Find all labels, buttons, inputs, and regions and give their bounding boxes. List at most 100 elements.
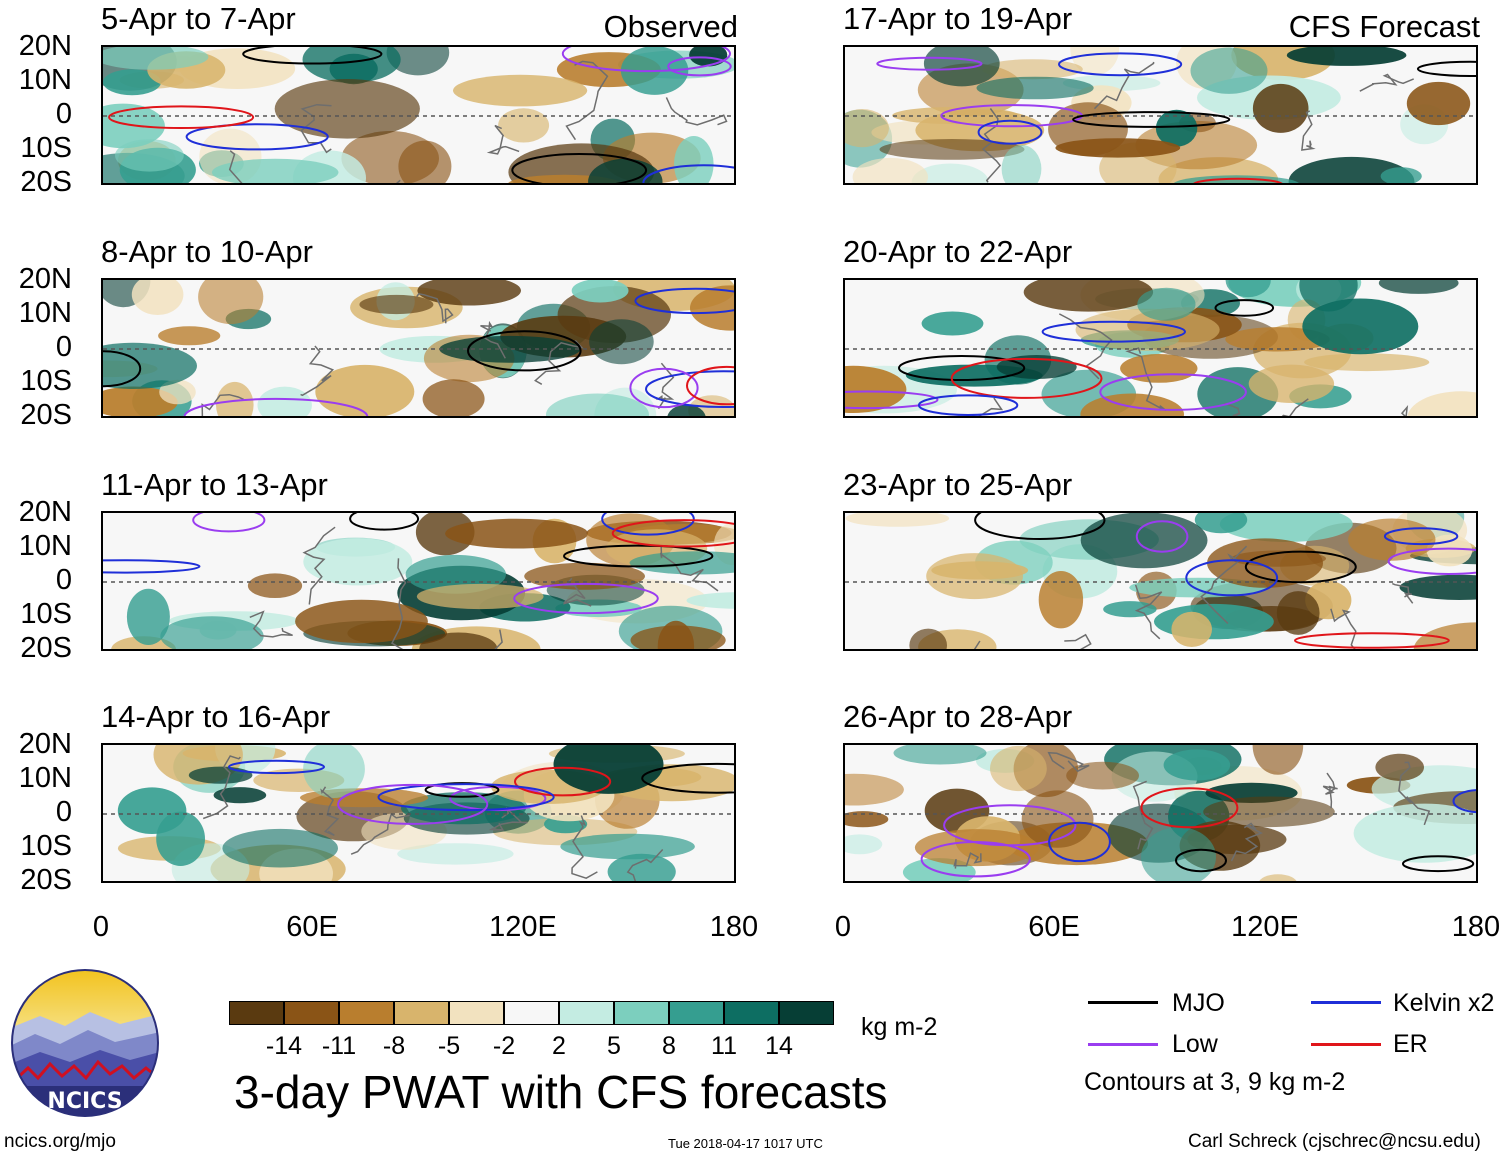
- anomaly-region: [1023, 280, 1154, 312]
- lat-tick-label: 10S: [20, 598, 72, 630]
- coastline: [655, 362, 675, 410]
- map-panel: [843, 45, 1478, 185]
- wave-contour: [185, 123, 329, 151]
- wave-contour: [667, 56, 732, 77]
- anomaly-region: [1378, 280, 1459, 294]
- panel-title: 11-Apr to 13-Apr: [101, 467, 328, 502]
- coastline: [1134, 584, 1163, 640]
- wave-contour: [1041, 320, 1186, 343]
- wave-contour: [629, 367, 699, 409]
- anomaly-region: [359, 294, 434, 315]
- anomaly-region: [131, 280, 184, 315]
- wave-contour: [974, 513, 1106, 540]
- wave-contour: [1294, 632, 1450, 649]
- lat-tick-label: 20S: [20, 399, 72, 431]
- coastline: [1064, 633, 1092, 649]
- map-panel: [843, 743, 1478, 883]
- anomaly-region: [386, 47, 450, 76]
- wave-contour: [192, 513, 266, 533]
- lat-tick-label: 20N: [18, 30, 72, 62]
- anomaly-region: [923, 47, 1000, 87]
- map-panel: [843, 278, 1478, 418]
- legend-line-mjo: [1088, 1001, 1158, 1004]
- wave-contour: [645, 370, 734, 408]
- colorbar-tick-label: -14: [265, 1032, 303, 1060]
- anomaly-region: [1219, 513, 1353, 542]
- wave-contour: [641, 762, 734, 794]
- anomaly-region: [257, 386, 312, 416]
- anomaly-region: [1103, 601, 1157, 618]
- colorbar-swatch: [339, 1001, 394, 1025]
- coastline: [1392, 582, 1414, 604]
- coastline: [300, 103, 332, 154]
- lon-tick-label: 180: [1451, 911, 1501, 943]
- coastline: [659, 545, 719, 592]
- legend-label-mjo: MJO: [1172, 989, 1225, 1017]
- anomaly-region: [416, 583, 544, 610]
- anomaly-region: [990, 745, 1047, 792]
- lon-tick-label: 60E: [1028, 911, 1080, 943]
- coastline: [228, 150, 243, 183]
- lat-tick-label: 0: [55, 564, 72, 596]
- anomaly-region: [1141, 827, 1216, 881]
- anomaly-region: [1304, 353, 1430, 372]
- coastline: [1200, 545, 1248, 625]
- pwat-field: [845, 745, 1476, 881]
- lat-tick-label: 0: [55, 796, 72, 828]
- main-title: 3-day PWAT with CFS forecasts: [234, 1066, 888, 1118]
- anomaly-region: [1080, 513, 1208, 569]
- wave-contour: [511, 153, 648, 183]
- legend-label-er: ER: [1393, 1030, 1428, 1058]
- wave-contour: [561, 47, 731, 73]
- anomaly-region: [274, 79, 420, 139]
- lat-tick-label: 20S: [20, 864, 72, 896]
- anomaly-region: [1406, 81, 1471, 126]
- wave-contour: [1185, 559, 1279, 597]
- wave-contour: [1244, 550, 1357, 584]
- coastline: [1047, 751, 1090, 773]
- coastline: [350, 812, 410, 855]
- anomaly-region: [1276, 591, 1320, 635]
- colorbar-swatch: [559, 1001, 614, 1025]
- coastline: [1322, 772, 1338, 809]
- anomaly-region: [686, 592, 734, 609]
- coastline: [565, 60, 609, 141]
- colorbar-swatch: [614, 1001, 669, 1025]
- anomaly-region: [453, 74, 588, 107]
- anomaly-region: [852, 157, 928, 183]
- anomaly-region: [1001, 144, 1042, 183]
- map-panel: [101, 511, 736, 651]
- anomaly-region: [931, 561, 1029, 580]
- anomaly-region: [674, 136, 714, 183]
- wave-contour: [634, 287, 734, 315]
- lat-tick-label: 10S: [20, 132, 72, 164]
- coastline: [320, 786, 340, 836]
- wave-contour: [1383, 527, 1459, 546]
- panel-title: 17-Apr to 19-Apr: [843, 1, 1073, 36]
- anomaly-region: [921, 311, 984, 336]
- lon-tick-label: 0: [834, 911, 852, 943]
- colorbar-tick-label: -5: [437, 1032, 461, 1060]
- anomaly-region: [1137, 287, 1196, 321]
- anomaly-region: [1407, 391, 1476, 416]
- wave-contour: [1387, 547, 1476, 575]
- anomaly-region: [571, 280, 629, 303]
- coastline: [300, 345, 335, 397]
- anomaly-region: [188, 766, 253, 784]
- colorbar-swatch: [284, 1001, 339, 1025]
- logo-text: NCICS: [47, 1089, 122, 1114]
- lat-tick-label: 0: [55, 331, 72, 363]
- anomaly-region: [845, 513, 950, 527]
- wave-contour: [1048, 821, 1111, 863]
- pwat-field: [103, 745, 734, 881]
- anomaly-region: [303, 538, 413, 586]
- lon-tick-label: 120E: [1231, 911, 1299, 943]
- anomaly-region: [1163, 749, 1231, 781]
- anomaly-region: [401, 792, 526, 825]
- coastline: [1093, 61, 1155, 110]
- anomaly-region: [589, 319, 654, 365]
- anomaly-region: [845, 811, 889, 828]
- wave-contour: [514, 766, 612, 797]
- colorbar-tick-label: -2: [492, 1032, 516, 1060]
- anomaly-region: [115, 139, 184, 172]
